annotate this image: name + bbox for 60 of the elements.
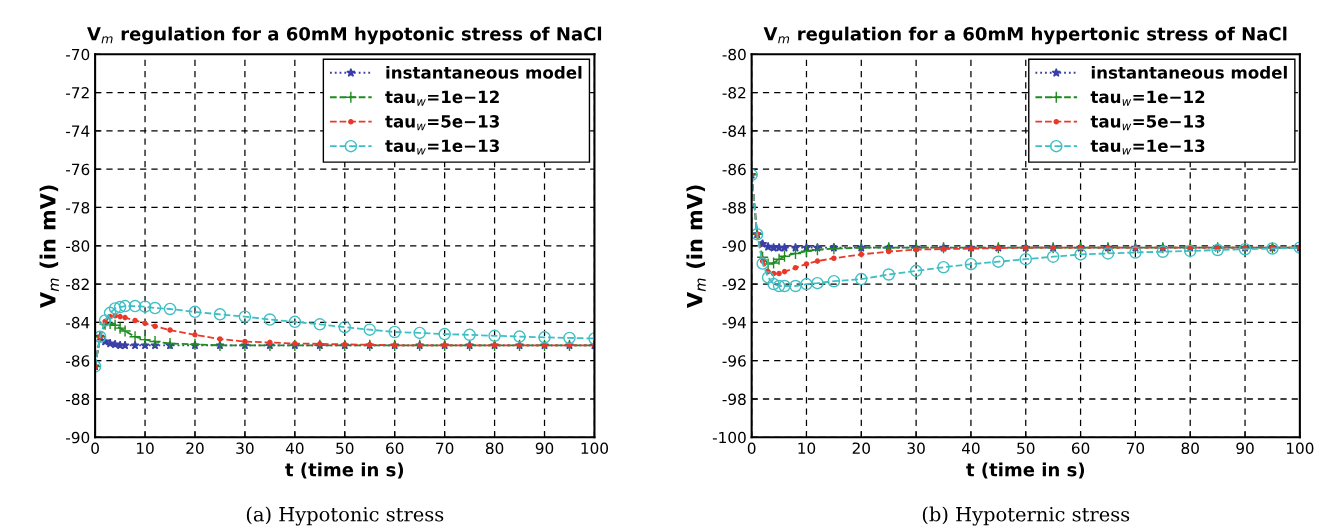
x-tick-label: 10 <box>798 442 816 454</box>
x-tick-label: 30 <box>236 442 254 454</box>
y-tick-label: -70 <box>66 48 90 61</box>
y-tick-label: -74 <box>66 125 90 137</box>
x-tick-label: 30 <box>907 442 925 454</box>
legend-label: tau$_{w}$=1e−12 <box>1090 90 1205 106</box>
legend-label: instantaneous model <box>1091 65 1287 79</box>
chart-title: V$_{m}$ regulation for a 60mM hypotonic stress of NaCl <box>87 26 602 45</box>
x-tick-label: 50 <box>1017 442 1035 454</box>
x-tick-label: 0 <box>91 442 99 454</box>
x-tick-label: 90 <box>535 442 554 454</box>
y-tick-label: -94 <box>722 316 746 329</box>
x-tick-label: 20 <box>186 442 204 454</box>
x-tick-label: 80 <box>1181 442 1199 454</box>
x-axis-title: t (time in s) <box>285 462 404 479</box>
y-tick-label: -78 <box>66 201 90 214</box>
y-axis-title: V$_{m}$ (in mV) <box>686 185 706 308</box>
x-tick-label: 40 <box>285 442 304 454</box>
x-tick-label: 50 <box>336 442 354 454</box>
legend-label: instantaneous model <box>386 65 582 79</box>
y-tick-label: -90 <box>66 431 90 444</box>
y-tick-label: -88 <box>722 201 746 214</box>
y-tick-label: -88 <box>66 393 90 406</box>
y-tick-label: -100 <box>712 431 746 444</box>
x-tick-label: 80 <box>485 442 504 454</box>
x-tick-label: 60 <box>1071 442 1090 454</box>
x-tick-label: 100 <box>1286 442 1314 454</box>
x-axis-title: t (time in s) <box>966 462 1085 479</box>
x-tick-label: 20 <box>852 442 870 454</box>
y-tick-label: -84 <box>722 125 746 137</box>
y-tick-label: -76 <box>66 163 90 176</box>
legend-label: tau$_{w}$=1e−13 <box>1090 139 1205 155</box>
x-tick-label: 40 <box>961 442 980 454</box>
x-tick-label: 10 <box>137 442 154 454</box>
y-tick-label: -90 <box>722 240 746 252</box>
y-tick-label: -86 <box>722 163 746 176</box>
y-tick-label: -82 <box>66 278 89 291</box>
y-tick-label: -96 <box>722 355 746 367</box>
x-tick-label: 60 <box>386 442 404 454</box>
x-tick-label: 90 <box>1236 442 1254 454</box>
y-tick-label: -80 <box>66 240 90 252</box>
y-axis-title: V$_{m}$ (in mV) <box>39 185 59 308</box>
y-tick-label: -92 <box>722 278 746 291</box>
y-tick-label: -86 <box>66 355 90 367</box>
chart-title: V$_{m}$ regulation for a 60mM hypertonic stress of NaCl <box>763 26 1287 45</box>
legend-label: tau$_{w}$=5e−13 <box>1090 115 1205 131</box>
legend-label: tau$_{w}$=1e−13 <box>385 139 499 155</box>
y-tick-label: -80 <box>722 48 746 61</box>
text: (b) Hypoternic stress <box>922 506 1130 526</box>
legend-label: tau$_{w}$=1e−12 <box>385 90 499 106</box>
x-tick-label: 70 <box>436 442 454 454</box>
x-tick-label: 70 <box>1126 442 1145 454</box>
x-tick-label: 0 <box>747 442 756 454</box>
legend-label: tau$_{w}$=5e−13 <box>385 115 499 131</box>
x-tick-label: 100 <box>581 442 609 454</box>
y-tick-label: -98 <box>722 393 746 406</box>
y-tick-label: -72 <box>66 87 89 99</box>
y-tick-label: -84 <box>66 316 90 329</box>
text: (a) Hypotonic stress <box>246 506 444 526</box>
y-tick-label: -82 <box>722 87 746 99</box>
